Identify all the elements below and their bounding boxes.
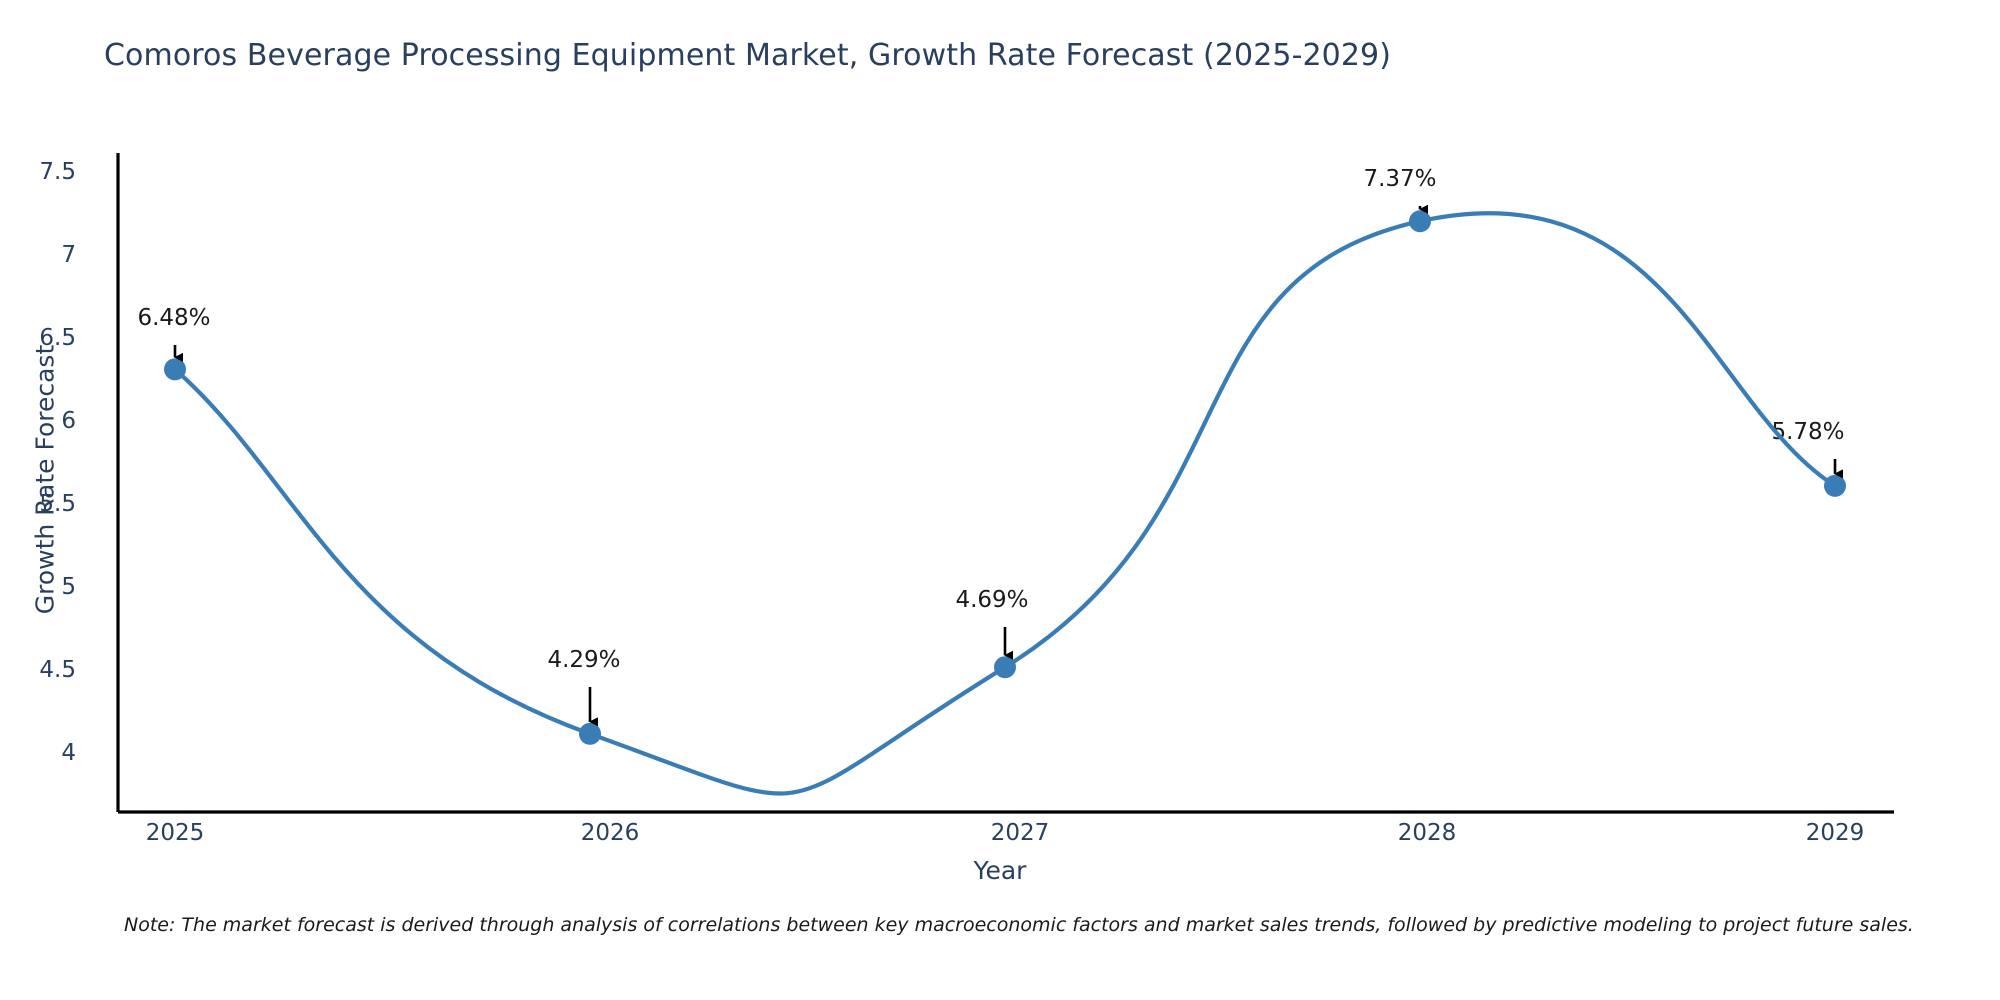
y-tick-label: 4 bbox=[61, 740, 76, 766]
y-tick-label: 6 bbox=[61, 408, 76, 434]
data-point-marker[interactable] bbox=[164, 358, 186, 381]
x-tick-label: 2029 bbox=[1805, 820, 1865, 846]
chart-footnote: Note: The market forecast is derived thr… bbox=[124, 914, 1914, 936]
data-point-marker[interactable] bbox=[1824, 474, 1846, 497]
data-label-2026: 4.29% bbox=[547, 647, 621, 673]
annotation-arrows bbox=[173, 204, 1843, 727]
y-tick-label: 5.5 bbox=[39, 491, 76, 517]
y-tick-label: 4.5 bbox=[39, 657, 76, 683]
x-axis-title: Year bbox=[973, 856, 1027, 885]
data-point-marker[interactable] bbox=[579, 722, 601, 745]
data-label-2025: 6.48% bbox=[137, 305, 211, 331]
chart-title: Comoros Beverage Processing Equipment Ma… bbox=[104, 38, 1392, 73]
data-label-2028: 7.37% bbox=[1363, 166, 1437, 192]
x-tick-label: 2026 bbox=[580, 820, 640, 846]
y-tick-label: 5 bbox=[61, 574, 76, 600]
x-tick-label: 2027 bbox=[990, 820, 1050, 846]
axis-spines bbox=[116, 153, 1894, 814]
data-point-marker[interactable] bbox=[994, 656, 1016, 679]
data-label-2027: 4.69% bbox=[955, 587, 1029, 613]
data-label-2029: 5.78% bbox=[1771, 419, 1845, 445]
x-tick-label: 2028 bbox=[1397, 820, 1457, 846]
series-line bbox=[172, 211, 1838, 796]
y-tick-label: 6.5 bbox=[39, 325, 76, 351]
data-point-marker[interactable] bbox=[1409, 210, 1431, 233]
series-markers bbox=[164, 210, 1846, 745]
y-tick-label: 7 bbox=[61, 242, 76, 268]
x-tick-label: 2025 bbox=[145, 820, 205, 846]
y-tick-label: 7.5 bbox=[39, 159, 76, 185]
